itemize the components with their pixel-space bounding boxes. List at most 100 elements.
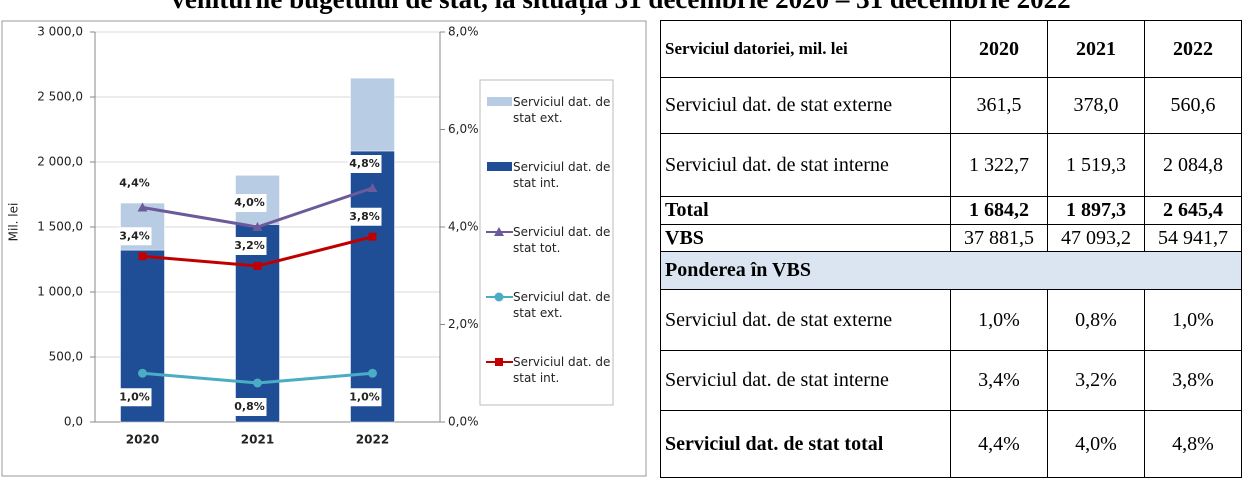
data-label: 3,8% (349, 210, 380, 223)
legend-label: Serviciul dat. de stat int. (513, 160, 611, 190)
y-tick-label: 3 000,0 (37, 25, 83, 39)
y-axis-label: Mil. lei (7, 203, 21, 242)
table-cell: 361,5 (949, 77, 1048, 134)
data-label-bg (347, 155, 382, 173)
header-cell: 2020 (949, 20, 1048, 78)
bar (235, 224, 280, 423)
header-cell: 2021 (1046, 20, 1145, 78)
data-label: 3,4% (119, 229, 150, 242)
table-cell: 0,8% (1046, 289, 1145, 351)
y-tick-label: 1 000,0 (37, 285, 83, 299)
legend-label: Serviciul dat. de stat ext. (513, 95, 611, 125)
table-cell: Serviciul dat. de stat externe (660, 77, 951, 134)
data-label: 4,0% (234, 196, 265, 209)
table-cell: Serviciul dat. de stat interne (660, 133, 951, 197)
table-row: Total 1 684,2 1 897,3 2 645,4 (660, 196, 1242, 225)
y-tick-label: 2 500,0 (37, 90, 83, 104)
data-label: 4,8% (349, 157, 380, 170)
data-label: 3,2% (234, 239, 265, 252)
y2-tick-label: 0,0% (448, 415, 479, 429)
data-label-bg (232, 237, 267, 255)
table-cell: 1 897,3 (1046, 196, 1145, 225)
data-label: 1,0% (119, 390, 150, 403)
header-cell: 2022 (1143, 20, 1242, 78)
table-header-row: Serviciul datoriei, mil. lei 2020 2021 2022 (660, 20, 1242, 78)
line-marker (253, 262, 262, 270)
table-row: Ponderea în VBS (660, 251, 1242, 290)
table-cell: Total (660, 196, 951, 225)
line-marker (494, 227, 504, 236)
data-label-bg (347, 388, 382, 407)
line-marker (368, 368, 377, 378)
data-label: 0,8% (234, 400, 265, 413)
legend-label: Serviciul dat. de stat tot. (513, 225, 611, 255)
data-label-bg (232, 194, 267, 212)
table-cell: 1 322,7 (949, 133, 1048, 197)
table-cell: Serviciul dat. de stat externe (660, 289, 951, 351)
header-cell: Serviciul datoriei, mil. lei (660, 20, 951, 78)
table-cell: 54 941,7 (1143, 224, 1242, 252)
table-row: Serviciul dat. de stat interne 1 322,7 1 5… (660, 133, 1242, 197)
bar (350, 77, 395, 152)
table-row: Serviciul dat. de stat total 4,4% 4,0% 4,8% (660, 410, 1242, 478)
page-title: veniturile bugetului de stat, la situați… (0, 0, 1242, 15)
x-tick-label: 2021 (241, 433, 274, 447)
table-cell: Serviciul dat. de stat total (660, 410, 951, 478)
data-label-bg (117, 388, 152, 407)
y-tick-label: 0,0 (64, 415, 83, 429)
table-row: VBS 37 881,5 47 093,2 54 941,7 (660, 224, 1242, 252)
table-cell: Serviciul dat. de stat interne (660, 350, 951, 411)
line-marker (368, 232, 377, 241)
data-label: 1,0% (349, 390, 380, 403)
y2-tick-label: 8,0% (448, 25, 479, 39)
table-row: Serviciul dat. de stat externe 361,5 378,0… (660, 77, 1242, 134)
y2-tick-label: 4,0% (448, 220, 479, 234)
table-cell: VBS (660, 224, 951, 252)
table-cell: 3,8% (1143, 350, 1242, 411)
table-cell: 2 645,4 (1143, 196, 1242, 225)
line-marker (138, 252, 147, 261)
y-tick-label: 500,0 (49, 350, 83, 364)
chart: Mil. lei 0,0 500,0 1 000,0 1 500,0 2 000,0 2 … (1, 20, 647, 477)
legend-swatch (487, 97, 512, 106)
table-cell: 37 881,5 (949, 224, 1048, 252)
table-cell: 378,0 (1046, 77, 1145, 134)
line-marker (252, 222, 263, 231)
data-label-bg (347, 207, 382, 226)
table-cell: 1,0% (949, 289, 1048, 351)
y2-tick-label: 2,0% (448, 317, 479, 331)
line-marker (137, 202, 148, 212)
data-table: Serviciul datoriei, mil. lei 2020 2021 2022… (660, 20, 1242, 478)
line-marker (138, 368, 147, 378)
y2-tick-label: 6,0% (448, 122, 479, 136)
data-label-bg (232, 398, 267, 416)
x-tick-label: 2020 (126, 433, 159, 447)
x-tick-label: 2022 (356, 433, 389, 447)
line-marker (253, 378, 262, 388)
table-row: Serviciul dat. de stat interne 3,4% 3,2% 3,… (660, 350, 1242, 411)
legend-label: Serviciul dat. de stat int. (513, 355, 611, 385)
table-cell: 3,2% (1046, 350, 1145, 411)
table-cell: 4,4% (949, 410, 1048, 478)
table-cell: 4,8% (1143, 410, 1242, 478)
line-marker (494, 292, 504, 302)
y-tick-label: 1 500,0 (37, 220, 83, 234)
table-cell: 1,0% (1143, 289, 1242, 351)
line-marker (495, 358, 503, 366)
table-cell: 3,4% (949, 350, 1048, 411)
data-label: 4,4% (119, 177, 150, 190)
table-cell: 560,6 (1143, 77, 1242, 134)
table-cell: 4,0% (1046, 410, 1145, 478)
table-row: Serviciul dat. de stat externe 1,0% 0,8% 1,… (660, 289, 1242, 351)
data-label-bg (117, 174, 152, 193)
table-cell: Ponderea în VBS (660, 251, 1242, 290)
table-cell: 47 093,2 (1046, 224, 1145, 252)
legend-label: Serviciul dat. de stat ext. (513, 290, 611, 320)
y-tick-label: 2 000,0 (37, 155, 83, 169)
table-cell: 2 084,8 (1143, 133, 1242, 197)
line-marker (367, 183, 378, 192)
table-cell: 1 519,3 (1046, 133, 1145, 197)
data-label-bg (117, 227, 152, 246)
legend-box (479, 79, 614, 406)
